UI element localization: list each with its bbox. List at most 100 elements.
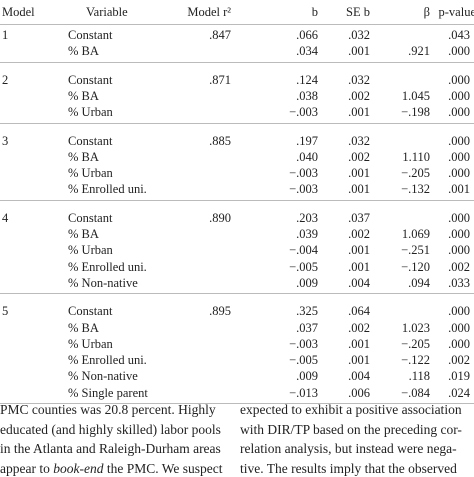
cell: −.132 — [401, 182, 430, 197]
cell: .000 — [448, 72, 470, 87]
cell: .006 — [348, 385, 370, 400]
cell: .032 — [348, 72, 370, 87]
cell: 1.023 — [401, 320, 430, 335]
cell: .034 — [296, 44, 318, 59]
cell: % Enrolled uni. — [68, 259, 147, 274]
cell: Constant — [68, 133, 113, 148]
cell: −.084 — [401, 385, 430, 400]
text-line: tive. The results imply that the observe… — [240, 460, 457, 477]
text-line: expected to exhibit a positive associati… — [240, 401, 462, 419]
text-span: book-end — [53, 460, 104, 476]
column-header: Variable — [86, 5, 128, 19]
cell: .009 — [296, 369, 318, 384]
text-span: relation analysis, but instead were nega… — [240, 441, 457, 456]
cell: .032 — [348, 133, 370, 148]
rule — [0, 199, 474, 201]
column-header: b — [311, 5, 318, 19]
cell: % BA — [68, 320, 99, 335]
cell: .197 — [296, 133, 318, 148]
cell: % Urban — [68, 336, 113, 351]
cell: −.205 — [401, 166, 430, 181]
column-header: Model — [2, 5, 35, 19]
cell: % Single parent — [68, 385, 148, 400]
cell: .033 — [448, 275, 470, 290]
cell: .032 — [348, 28, 370, 42]
column-header: SE b — [346, 5, 370, 19]
cell: .001 — [348, 166, 370, 181]
cell: 1.045 — [401, 88, 430, 103]
cell: .043 — [448, 28, 470, 42]
cell: .002 — [348, 227, 370, 241]
model-r2: .847 — [209, 28, 231, 42]
model-number: 2 — [2, 72, 9, 87]
cell: −.013 — [289, 385, 318, 400]
text-span: in the Atlanta and Raleigh-Durham areas — [0, 441, 221, 456]
cell: .001 — [348, 336, 370, 351]
cell: .024 — [448, 385, 470, 400]
text-line: educated (and highly skilled) labor pool… — [0, 421, 221, 439]
cell: .000 — [448, 88, 470, 103]
text-span: PMC counties was 20.8 percent. Highly — [0, 402, 216, 417]
cell: .002 — [448, 259, 470, 274]
cell: % BA — [68, 149, 99, 164]
cell: .118 — [408, 369, 430, 384]
cell: −.005 — [289, 259, 318, 274]
cell: .037 — [348, 210, 370, 225]
cell: .000 — [448, 166, 470, 181]
cell: % BA — [68, 227, 99, 241]
model-number: 5 — [2, 304, 9, 319]
cell: .009 — [296, 275, 318, 290]
cell: .002 — [348, 149, 370, 164]
cell: .001 — [348, 243, 370, 258]
cell: .325 — [296, 304, 318, 319]
cell: −.004 — [289, 243, 318, 258]
text-line: with DIR/TP based on the preceding cor- — [240, 421, 462, 439]
cell: % Urban — [68, 166, 113, 181]
cell: .002 — [348, 320, 370, 335]
cell: % Enrolled uni. — [68, 182, 147, 197]
text-line: PMC counties was 20.8 percent. Highly — [0, 401, 216, 419]
cell: .001 — [348, 105, 370, 120]
cell: Constant — [68, 304, 113, 319]
cell: .000 — [448, 243, 470, 258]
cell: −.003 — [289, 105, 318, 120]
cell: .000 — [448, 149, 470, 164]
text-line: appear to book-end the PMC. We suspect — [0, 460, 223, 477]
cell: −.198 — [401, 105, 430, 120]
cell: % BA — [68, 44, 99, 59]
cell: .001 — [348, 259, 370, 274]
cell: .000 — [448, 44, 470, 59]
text-span: the PMC. We suspect — [103, 460, 223, 476]
rule — [0, 293, 474, 295]
cell: Constant — [68, 210, 113, 225]
cell: .038 — [296, 88, 318, 103]
cell: .000 — [448, 227, 470, 241]
text-span: tive. The results imply that the observe… — [240, 460, 457, 476]
cell: .124 — [296, 72, 318, 87]
model-number: 3 — [2, 133, 9, 148]
rule — [0, 61, 474, 63]
model-r2: .885 — [209, 133, 231, 148]
text-span: with DIR/TP based on the preceding cor- — [240, 421, 462, 437]
cell: % Enrolled uni. — [68, 353, 147, 368]
cell: .064 — [348, 304, 370, 319]
cell: −.122 — [401, 353, 430, 368]
cell: .000 — [448, 336, 470, 351]
cell: .000 — [448, 304, 470, 319]
cell: % Non-native — [68, 369, 138, 384]
cell: .001 — [348, 353, 370, 368]
cell: .039 — [296, 227, 318, 241]
text-line: in the Atlanta and Raleigh-Durham areas — [0, 440, 221, 458]
rule — [0, 24, 474, 25]
cell: .037 — [296, 320, 318, 335]
cell: .004 — [348, 369, 370, 384]
model-r2: .895 — [209, 304, 231, 319]
cell: .000 — [448, 210, 470, 225]
text-span: expected to exhibit a positive associati… — [240, 402, 462, 417]
model-r2: .871 — [209, 72, 231, 87]
cell: −.003 — [289, 336, 318, 351]
cell: % Urban — [68, 105, 113, 120]
cell: .002 — [448, 353, 470, 368]
cell: .002 — [348, 88, 370, 103]
